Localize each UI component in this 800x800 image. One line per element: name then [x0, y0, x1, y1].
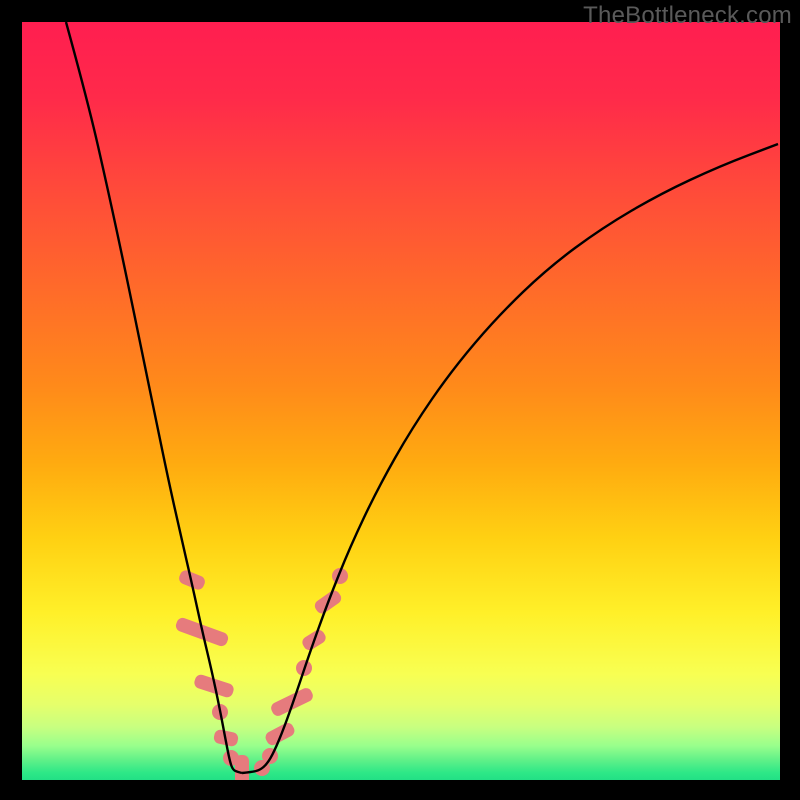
marker-pill [235, 755, 249, 780]
chart-frame: TheBottleneck.com [0, 0, 800, 800]
marker-pill [263, 721, 296, 747]
watermark-text: TheBottleneck.com [583, 2, 792, 30]
left-curve [66, 22, 242, 773]
right-curve [242, 144, 778, 773]
plot-area [22, 22, 780, 780]
curve-markers [174, 568, 348, 780]
curve-layer [22, 22, 780, 780]
